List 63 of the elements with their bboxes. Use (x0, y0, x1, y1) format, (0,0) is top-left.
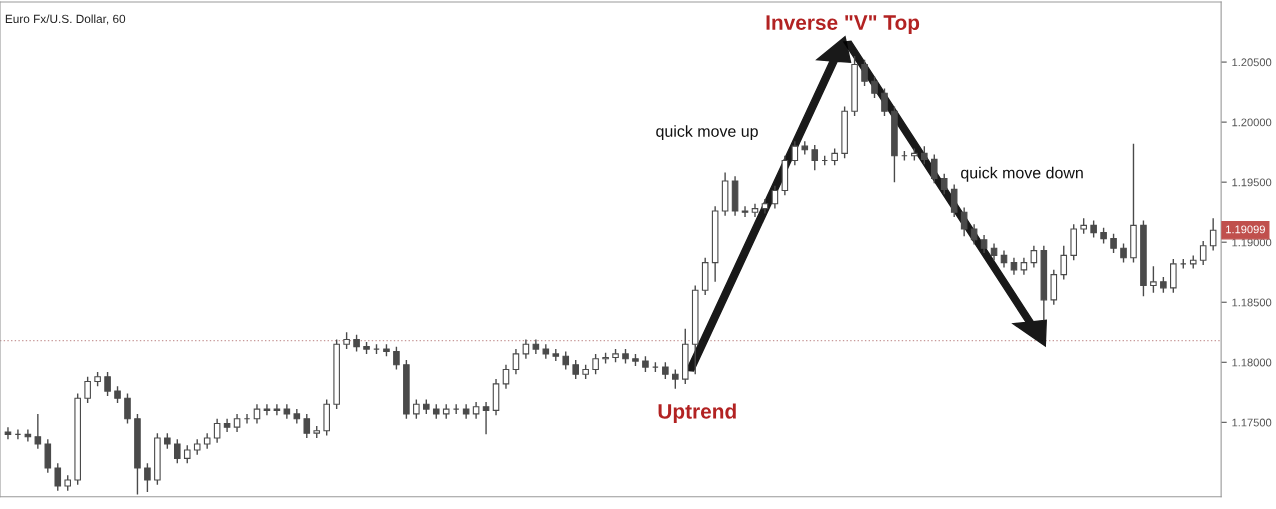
candlestick (881, 87, 888, 117)
candlestick (1110, 233, 1117, 254)
y-tick-label: 1.20000 (1232, 118, 1272, 127)
candlestick (532, 338, 540, 355)
candlestick (980, 234, 988, 254)
candlestick (512, 348, 520, 375)
candlestick (124, 392, 131, 425)
candlestick (24, 428, 32, 443)
annotation: Uptrend (658, 403, 736, 423)
candlestick (562, 350, 570, 371)
candlestick (1150, 265, 1157, 294)
candlestick (672, 368, 679, 390)
candlestick (54, 462, 62, 492)
y-tick-label: 1.17500 (1232, 418, 1272, 427)
text: 1.19099 (1226, 225, 1265, 234)
candlestick (213, 418, 221, 444)
candlestick (502, 363, 510, 390)
candlestick (592, 353, 599, 375)
candlestick (482, 401, 490, 436)
y-tick-label: 1.19000 (1232, 238, 1272, 247)
y-tick-label: 1.18000 (1232, 358, 1272, 367)
candlestick (930, 153, 938, 185)
candlestick (84, 376, 91, 404)
candlestick (970, 223, 978, 246)
candlestick (393, 345, 400, 371)
candlestick (1060, 245, 1068, 281)
candlestick (921, 145, 928, 165)
candlestick (940, 173, 948, 195)
candlestick (104, 371, 111, 397)
candlestick (293, 408, 301, 425)
y-tick-label: 1.20500 (1232, 58, 1272, 67)
candlestick (522, 338, 530, 360)
candlestick (233, 413, 241, 433)
candlestick (413, 398, 420, 420)
candlestick (263, 403, 271, 416)
candlestick (572, 359, 579, 380)
candlestick (861, 58, 868, 87)
candlestick (452, 403, 460, 415)
candlestick (303, 413, 311, 439)
candlestick (253, 403, 261, 425)
candlestick (960, 206, 968, 237)
candlestick (1030, 245, 1038, 269)
candlestick (144, 462, 151, 493)
candlestick (34, 413, 42, 450)
candlestick (183, 444, 191, 464)
candlestick (273, 403, 281, 416)
candlestick (871, 75, 878, 99)
candlestick (4, 426, 12, 440)
text: Euro Fx/U.S. Dollar, 60 (5, 14, 126, 25)
annotation: Inverse "V" Top (766, 15, 920, 35)
candlestick (811, 144, 819, 171)
candlestick (741, 205, 749, 218)
y-tick-label: 1.18500 (1232, 298, 1272, 307)
annotation: quick move up (656, 125, 758, 141)
candlestick (173, 438, 181, 464)
candlestick (1199, 240, 1207, 266)
y-tick-label: 1.19500 (1232, 178, 1272, 187)
candlestick (1209, 217, 1217, 252)
candlestick (950, 183, 958, 218)
annotation: quick move down (961, 166, 1083, 182)
candlestick (1120, 242, 1127, 264)
candlestick (791, 140, 799, 167)
candlestick (771, 185, 779, 210)
